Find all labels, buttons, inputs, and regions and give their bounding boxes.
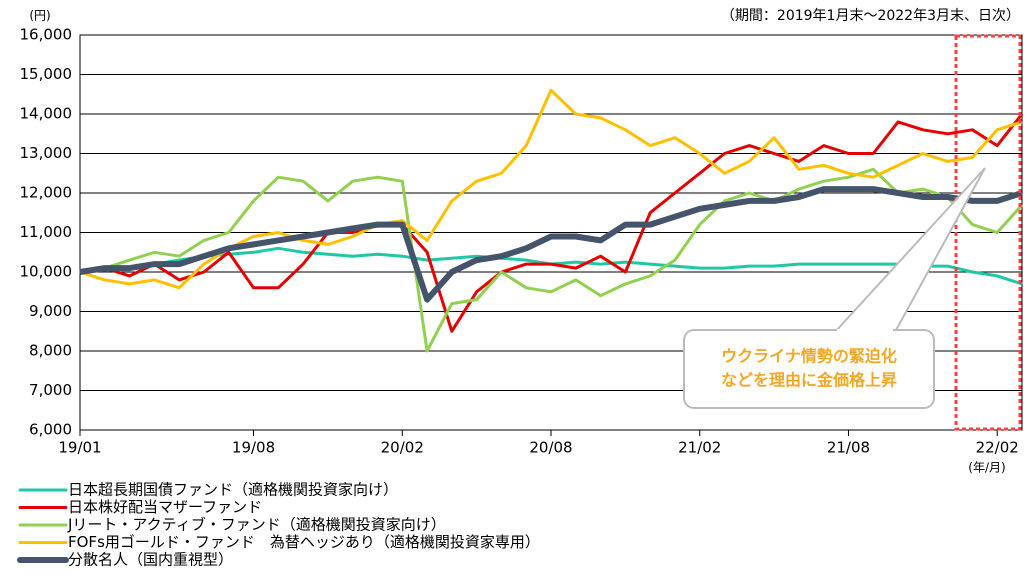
y-tick-label: 11,000	[20, 223, 73, 241]
x-axis-unit: (年/月)	[968, 461, 1005, 475]
y-tick-label: 14,000	[20, 105, 73, 123]
callout-cover	[837, 329, 893, 333]
legend-label: Jリート・アクティブ・ファンド（適格機関投資家向け）	[67, 516, 446, 534]
y-axis-label: (円)	[29, 9, 50, 23]
series-line	[79, 186, 1023, 303]
y-tick-label: 16,000	[20, 26, 73, 44]
x-tick-label: 19/08	[232, 439, 275, 457]
x-tick-label: 20/08	[529, 439, 572, 457]
series-line	[79, 167, 1024, 353]
y-tick-label: 10,000	[20, 263, 73, 281]
subtitle: （期間：2019年1月末～2022年3月末、日次）	[721, 8, 1020, 24]
legend-label: 日本超長期国債ファンド（適格機関投資家向け）	[68, 481, 398, 499]
y-tick-label: 9,000	[29, 302, 72, 320]
y-tick-label: 6,000	[29, 421, 72, 439]
series-line	[79, 113, 1024, 333]
y-tick-label: 7,000	[29, 381, 72, 399]
y-tick-label: 13,000	[20, 144, 73, 162]
annotation: などを理由に金価格上昇	[721, 371, 897, 390]
callout-box	[683, 329, 935, 409]
highlight-box	[954, 34, 1022, 431]
legend-label: FOFs用ゴールド・ファンド 為替ヘッジあり（適格機関投資家専用）	[68, 533, 540, 551]
legend-label: 分散名人（国内重視型）	[68, 551, 233, 569]
x-tick-label: 19/01	[58, 439, 101, 457]
y-tick-label: 15,000	[20, 65, 73, 83]
x-tick-label: 21/02	[678, 439, 721, 457]
x-tick-label: 21/08	[827, 439, 870, 457]
legend-label: 日本株好配当マザーファンド	[68, 498, 262, 516]
x-tick-label: 20/02	[381, 439, 424, 457]
y-tick-label: 8,000	[29, 342, 72, 360]
x-tick-label: 22/02	[976, 439, 1019, 457]
annotation: ウクライナ情勢の緊迫化	[721, 347, 897, 366]
y-tick-label: 12,000	[20, 184, 73, 202]
